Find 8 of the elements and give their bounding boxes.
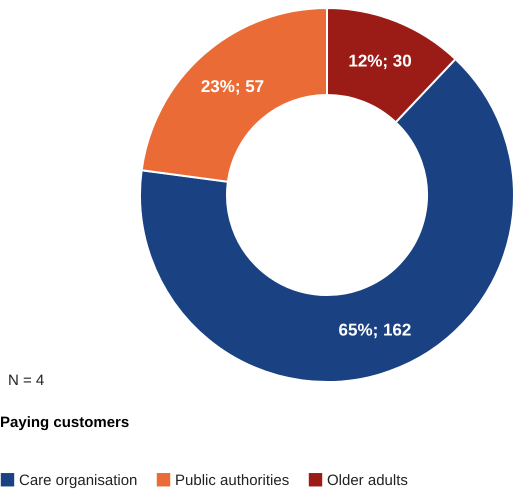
legend-label: Older adults	[327, 472, 408, 489]
data-label: 12%; 30	[348, 52, 412, 71]
legend-label: Public authorities	[175, 472, 290, 489]
legend-label: Care organisation	[19, 472, 138, 489]
legend-title: Paying customers	[0, 414, 130, 431]
text: N = 4	[8, 372, 44, 389]
data-label: 65%; 162	[338, 320, 412, 340]
data-label: 23%; 57	[200, 77, 264, 96]
